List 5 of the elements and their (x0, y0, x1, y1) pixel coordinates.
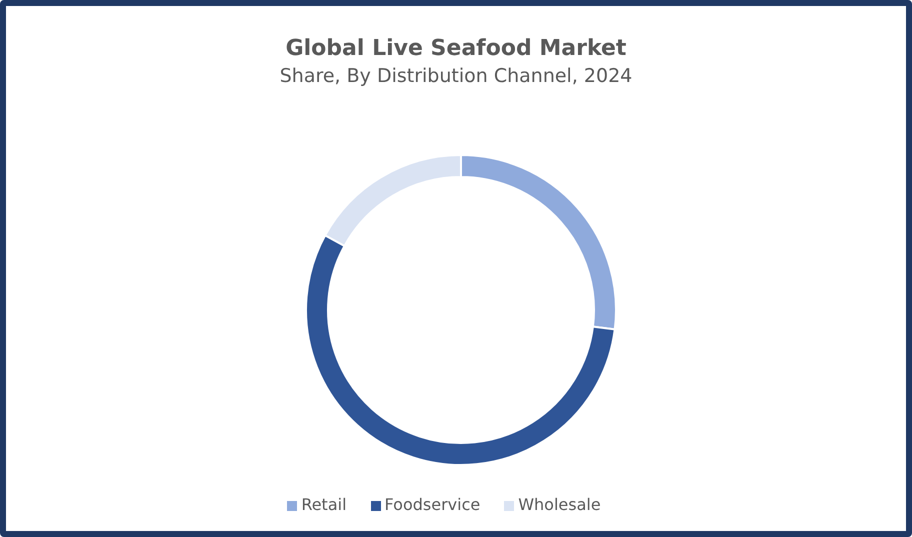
legend-label: Wholesale (518, 495, 601, 514)
legend-label: Retail (301, 495, 347, 514)
chart-subtitle: Share, By Distribution Channel, 2024 (278, 65, 634, 87)
chart-title: Global Live Seafood Market (284, 36, 628, 61)
legend-label: Foodservice (384, 495, 480, 514)
